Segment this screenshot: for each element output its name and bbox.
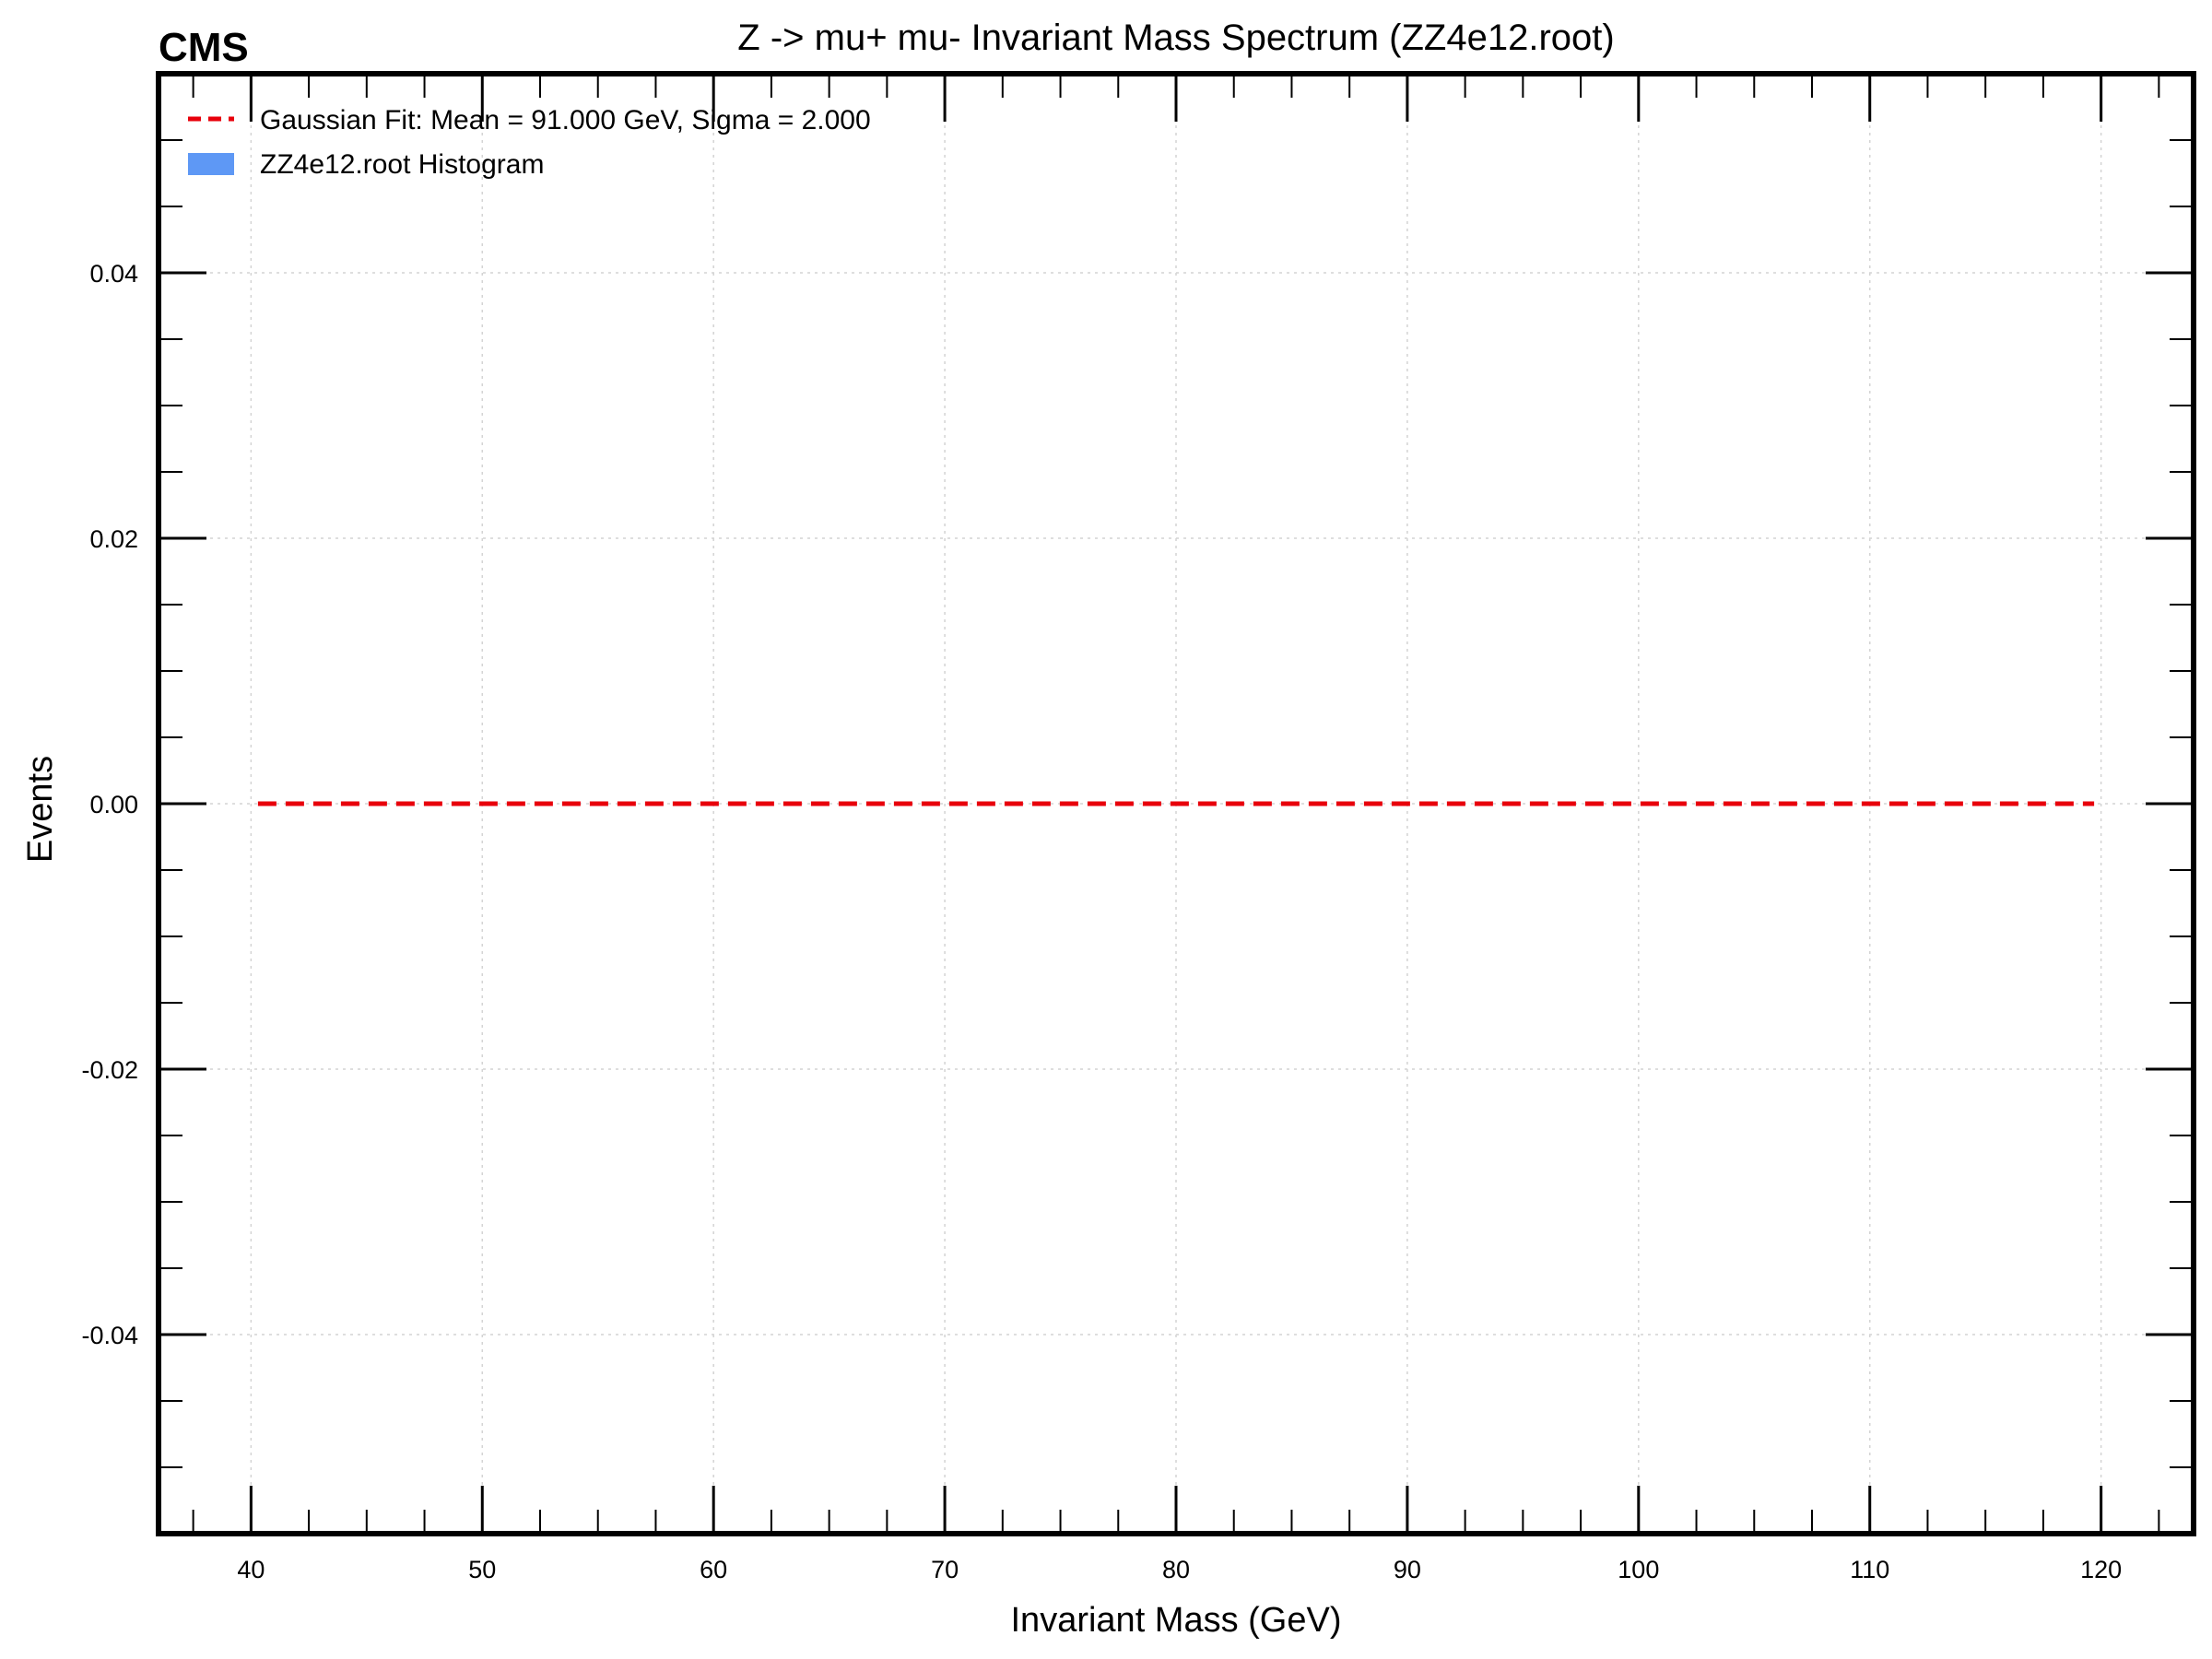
x-tick-label: 100 [1618,1556,1659,1583]
x-tick-label: 70 [931,1556,959,1583]
legend: Gaussian Fit: Mean = 91.000 GeV, Sigma =… [188,105,871,180]
x-tick-label: 40 [237,1556,265,1583]
plot-frame [156,71,2196,1536]
tick-labels: 40 50 60 70 80 90 100 110 120 -0.04 -0.02 0.00 0.02 0… [81,260,2122,1583]
y-tick-label: -0.04 [81,1322,138,1349]
x-tick-label: 110 [1850,1556,1889,1583]
y-tick-label: 0.04 [89,260,138,288]
chart-title: Z -> mu+ mu- Invariant Mass Spectrum (ZZ… [737,18,1614,58]
y-tick-label: 0.00 [89,791,138,818]
x-tick-label: 60 [700,1556,727,1583]
legend-entry-fit: Gaussian Fit: Mean = 91.000 GeV, Sigma =… [260,105,871,135]
legend-swatch-histogram [188,153,234,175]
x-axis-label: Invariant Mass (GeV) [1011,1601,1342,1640]
ticks [159,73,2194,1535]
x-tick-label: 50 [468,1556,496,1583]
experiment-label: CMS [159,25,249,70]
y-axis-label: Events [21,756,60,863]
x-tick-label: 80 [1162,1556,1190,1583]
x-tick-label: 120 [2080,1556,2122,1583]
legend-entry-histogram: ZZ4e12.root Histogram [260,149,544,180]
y-tick-label: -0.02 [81,1056,138,1084]
x-tick-label: 90 [1394,1556,1421,1583]
y-tick-label: 0.02 [89,525,138,553]
